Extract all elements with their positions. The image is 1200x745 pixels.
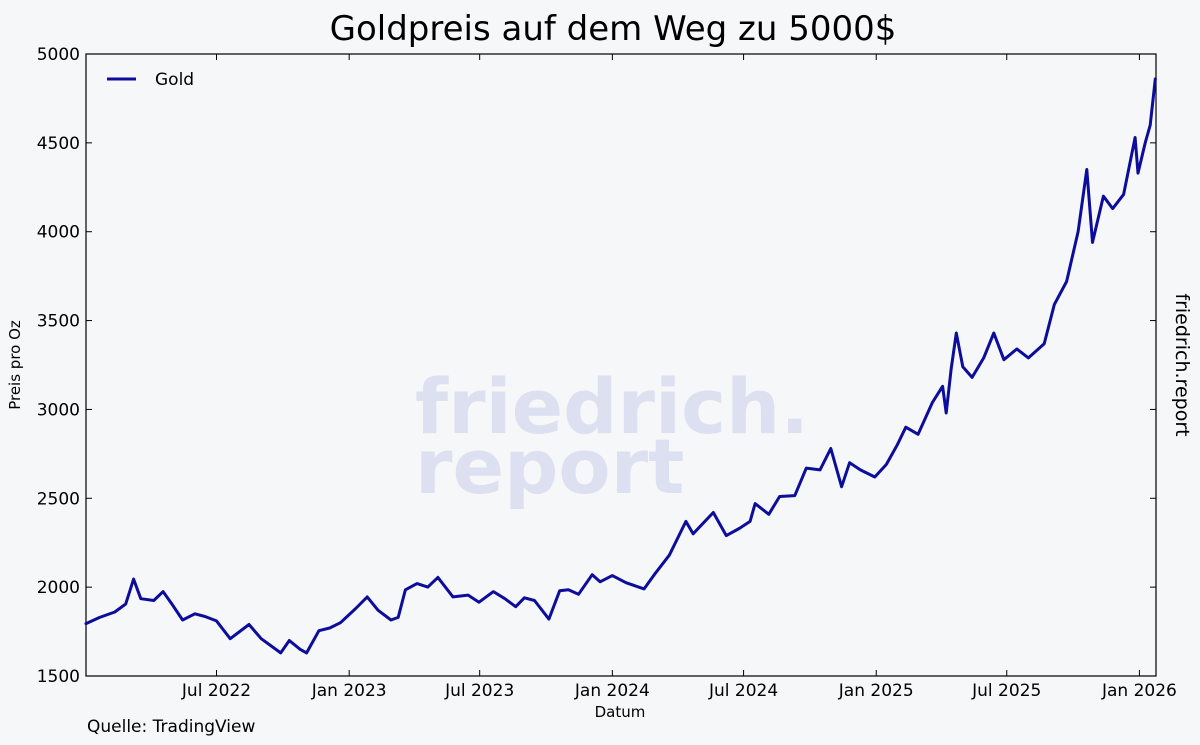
x-axis-label: Datum (595, 703, 646, 721)
watermark-line-1: friedrich. (415, 362, 809, 451)
legend: Gold (107, 70, 194, 90)
source-note: Quelle: TradingView (87, 717, 255, 737)
y-tick-label: 3000 (37, 400, 80, 420)
watermark-line-2: report (415, 422, 684, 511)
y-tick-label: 3500 (37, 312, 80, 332)
y-tick-label: 1500 (37, 667, 80, 687)
y-tick-label: 5000 (37, 45, 80, 65)
x-tick-label: Jul 2022 (181, 681, 251, 701)
y-axis: 1500 2000 2500 3000 3500 4000 4500 5000 (37, 45, 1156, 687)
y-tick-label: 2500 (37, 489, 80, 509)
x-tick-label: Jul 2024 (708, 681, 778, 701)
watermark: friedrich. report (415, 362, 809, 511)
series-line-gold (84, 77, 1157, 655)
y-tick-label: 2000 (37, 578, 80, 598)
y-tick-label: 4500 (37, 134, 80, 154)
x-tick-label: Jul 2023 (444, 681, 514, 701)
chart-title: Goldpreis auf dem Weg zu 5000$ (330, 9, 897, 49)
x-axis: Jul 2022 Jan 2023 Jul 2023 Jan 2024 Jul 2024… (181, 54, 1177, 701)
legend-label-gold: Gold (155, 70, 194, 90)
y-tick-label: 4000 (37, 223, 80, 243)
side-brand-label: friedrich.report (1171, 293, 1193, 436)
x-tick-label: Jan 2024 (574, 681, 650, 701)
x-tick-label: Jan 2025 (838, 681, 914, 701)
y-axis-label: Preis pro Oz (6, 320, 24, 410)
plot-area-frame (85, 53, 1157, 677)
x-tick-label: Jul 2025 (971, 681, 1041, 701)
x-tick-label: Jan 2026 (1101, 681, 1177, 701)
x-tick-label: Jan 2023 (311, 681, 387, 701)
